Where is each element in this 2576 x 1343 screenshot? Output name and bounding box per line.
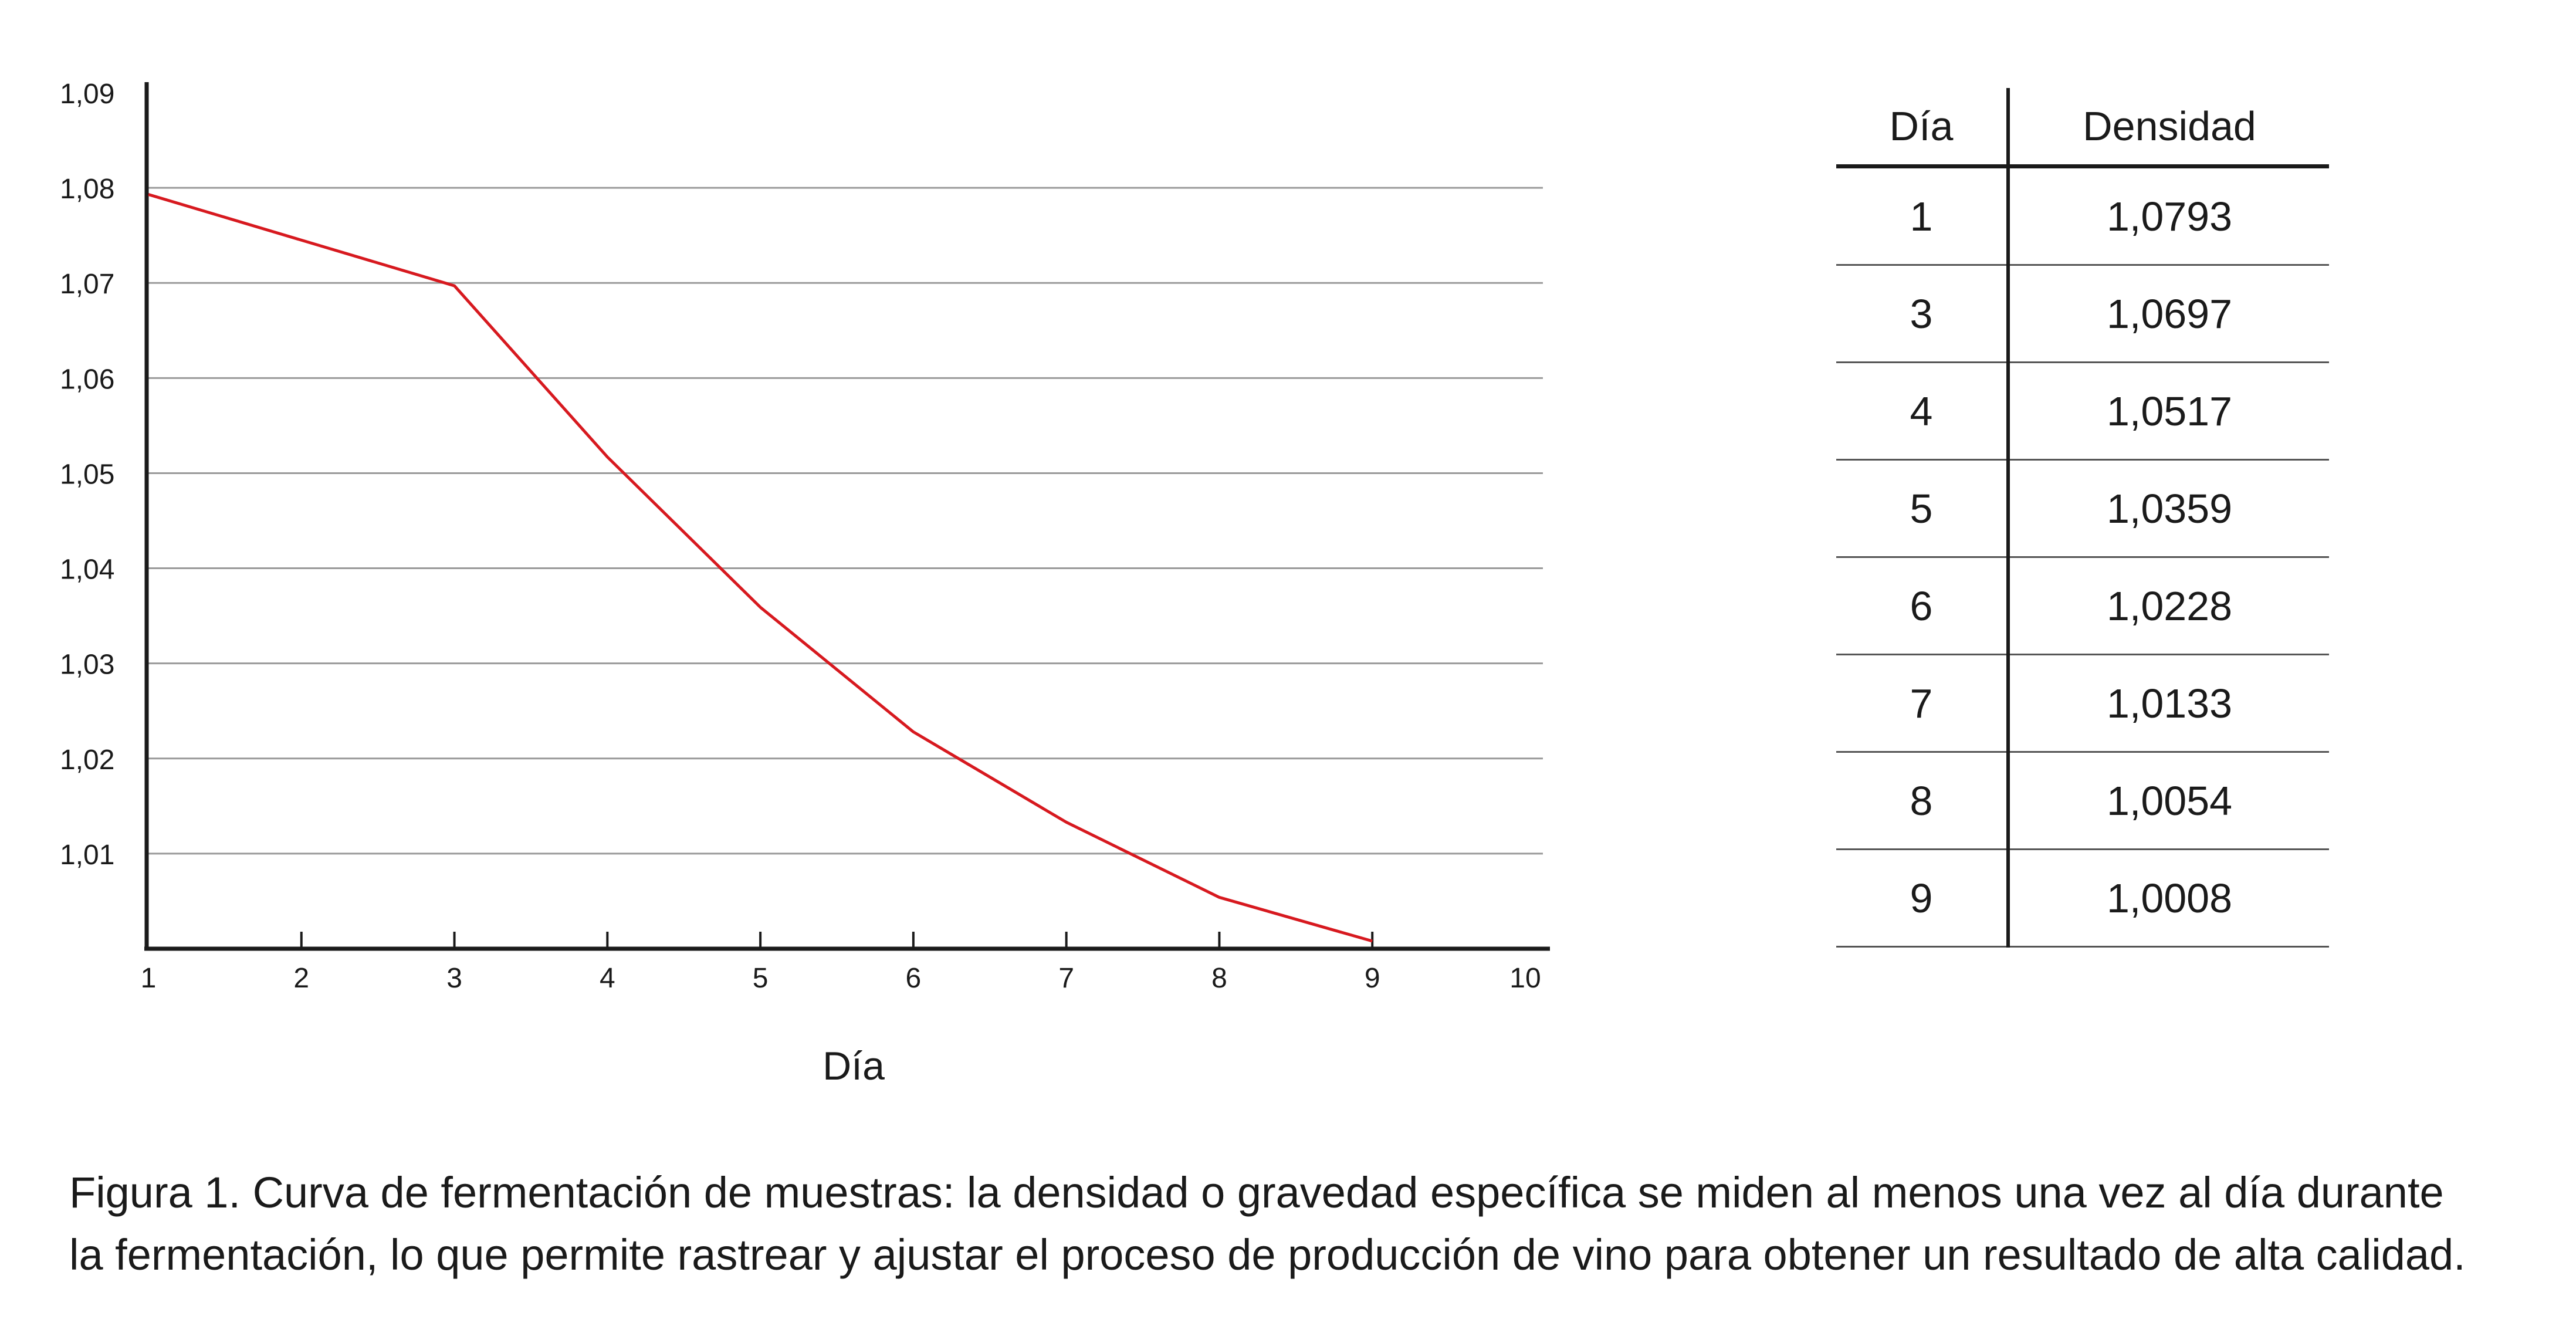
table-cell-day: 1 <box>1836 166 2010 266</box>
y-tick-label: 1,03 <box>60 649 114 681</box>
y-tick-label: 1,04 <box>60 554 114 586</box>
table-cell-day: 9 <box>1836 849 2010 948</box>
table-row: 4 1,0517 <box>1836 362 2329 461</box>
table-header-day: Día <box>1836 88 2010 168</box>
x-tick-labels: 1 2 3 4 5 6 7 8 9 10 <box>141 963 1541 994</box>
y-tick-label: 1,06 <box>60 364 114 395</box>
table-cell-day: 4 <box>1836 362 2010 461</box>
table-cell-day: 7 <box>1836 654 2010 753</box>
table-cell-density: 1,0054 <box>2008 752 2329 850</box>
y-tick-label: 1,05 <box>60 459 114 490</box>
density-table: Día Densidad 1 1,0793 3 1,0697 4 1,0517 … <box>1836 88 2329 948</box>
x-tick-label: 8 <box>1211 963 1227 994</box>
table-header-density: Densidad <box>2008 88 2329 168</box>
table-row: 3 1,0697 <box>1836 265 2329 363</box>
table-row: 1 1,0793 <box>1836 166 2329 266</box>
x-tick-label: 1 <box>141 963 157 994</box>
table-cell-density: 1,0359 <box>2008 459 2329 558</box>
density-series-line <box>148 193 1373 943</box>
y-tick-labels: 1,01 1,02 1,03 1,04 1,05 1,06 1,07 1,08 1,09 <box>60 79 114 871</box>
table-cell-day: 6 <box>1836 557 2010 655</box>
table-cell-day: 3 <box>1836 265 2010 363</box>
x-tick-label: 7 <box>1058 963 1074 994</box>
table-cell-density: 1,0228 <box>2008 557 2329 655</box>
x-tick-label: 2 <box>293 963 309 994</box>
gridlines <box>147 187 1543 855</box>
x-tick-label: 6 <box>906 963 922 994</box>
table-cell-density: 1,0133 <box>2008 654 2329 753</box>
table-cell-day: 8 <box>1836 752 2010 850</box>
caption-line-2: la fermentación, lo que permite rastrear… <box>69 1230 2466 1279</box>
y-tick-label: 1,08 <box>60 174 114 205</box>
table-row: 5 1,0359 <box>1836 459 2329 558</box>
x-axis-title: Día <box>822 1044 885 1088</box>
table-cell-day: 5 <box>1836 459 2010 558</box>
figure-caption: Figura 1. Curva de fermentación de muest… <box>69 1162 2533 1286</box>
x-tick-label: 3 <box>446 963 462 994</box>
y-tick-label: 1,02 <box>60 745 114 776</box>
caption-line-1: Figura 1. Curva de fermentación de muest… <box>69 1168 2444 1217</box>
table-cell-density: 1,0008 <box>2008 849 2329 948</box>
x-tick-label: 5 <box>753 963 769 994</box>
y-tick-label: 1,01 <box>60 840 114 871</box>
table-row: 6 1,0228 <box>1836 557 2329 655</box>
x-tick-label: 10 <box>1509 963 1541 994</box>
x-tick-label: 9 <box>1365 963 1380 994</box>
y-tick-label: 1,07 <box>60 269 114 300</box>
table-row: 7 1,0133 <box>1836 654 2329 753</box>
table-row: 9 1,0008 <box>1836 849 2329 948</box>
x-tick-label: 4 <box>600 963 615 994</box>
table-header-row: Día Densidad <box>1836 88 2329 168</box>
table-cell-density: 1,0793 <box>2008 166 2329 266</box>
table-row: 8 1,0054 <box>1836 752 2329 850</box>
table-cell-density: 1,0697 <box>2008 265 2329 363</box>
axis-ticks <box>300 932 1374 949</box>
y-tick-label: 1,09 <box>60 79 114 110</box>
table-cell-density: 1,0517 <box>2008 362 2329 461</box>
